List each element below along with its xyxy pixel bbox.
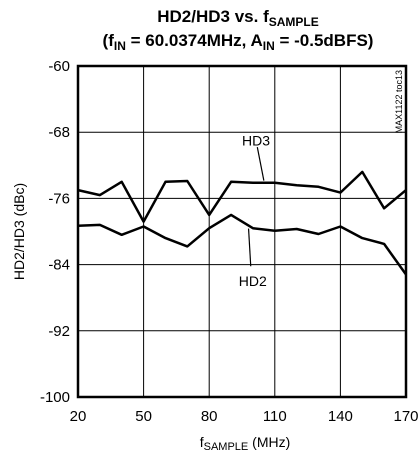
x-axis-label-prefix: f [200, 434, 204, 450]
x-tick-label: 170 [393, 408, 418, 425]
title-line2-sub1: IN [114, 39, 126, 53]
chart-watermark: MAX1122 toc13 [394, 70, 404, 133]
x-tick-label: 20 [70, 408, 87, 425]
y-axis-label: HD2/HD3 (dBc) [11, 183, 27, 280]
series-line-hd2 [77, 213, 408, 276]
series-line-hd3 [77, 170, 407, 223]
x-tick-label: 110 [263, 408, 287, 425]
plot-frame [76, 64, 408, 399]
title-line1-sub: SAMPLE [269, 15, 319, 29]
title-line2-c: = -0.5dBFS) [275, 31, 374, 50]
x-axis-label: fSAMPLE (MHz) [200, 434, 291, 453]
y-tick-label: -100 [40, 389, 70, 406]
x-axis-label-suffix: (MHz) [248, 434, 290, 450]
hd3-annotation: HD3 [242, 132, 270, 148]
x-tick-label: 140 [328, 408, 353, 425]
y-tick-label: -60 [48, 58, 70, 75]
x-axis-label-sub: SAMPLE [204, 441, 249, 453]
y-tick-label: -68 [48, 124, 70, 141]
hd2-annotation: HD2 [239, 273, 267, 289]
y-tick-label: -76 [48, 190, 70, 207]
x-tick-label: 80 [201, 408, 218, 425]
y-tick-label: -92 [48, 323, 70, 340]
tick-layer: 20 50 80 110 140 170 -60 -68 -76 -84 -92 -100 [40, 58, 419, 425]
chart-title-line2: (fIN = 60.0374MHz, AIN = -0.5dBFS) [103, 31, 374, 53]
x-tick-label: 50 [135, 408, 152, 425]
title-line2-sub2: IN [263, 39, 275, 53]
title-line2-b: = 60.0374MHz, A [126, 31, 263, 50]
series-layer [77, 170, 408, 276]
chart-title-line1: HD2/HD3 vs. fSAMPLE [157, 7, 319, 29]
hd3-leader-line [256, 146, 265, 181]
annotation-layer: HD3 HD2 [239, 132, 271, 289]
title-line1-prefix: HD2/HD3 vs. f [157, 7, 269, 26]
hd2-leader-line [247, 228, 252, 267]
title-line2-a: (f [103, 31, 115, 50]
y-tick-label: -84 [48, 257, 70, 274]
